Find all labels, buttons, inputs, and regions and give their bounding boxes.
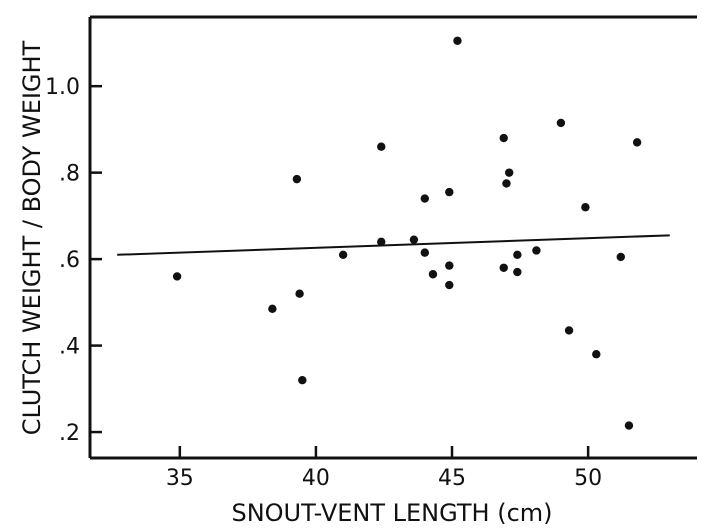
data-point <box>499 263 508 272</box>
data-point <box>268 304 277 314</box>
data-point <box>581 203 590 212</box>
data-point <box>409 235 419 244</box>
data-point <box>445 280 454 290</box>
y-axis-label: CLUTCH WEIGHT / BODY WEIGHT <box>18 40 46 435</box>
data-point <box>428 270 438 279</box>
data-point <box>624 421 634 430</box>
x-tick-label: 35 <box>166 466 194 491</box>
data-point <box>292 174 302 184</box>
data-point <box>298 375 307 385</box>
data-point <box>592 350 601 359</box>
y-tick-label: .6 <box>59 248 80 273</box>
data-point <box>377 237 386 247</box>
data-point <box>172 272 182 281</box>
data-point <box>338 250 348 259</box>
data-point <box>632 138 642 147</box>
x-tick-label: 50 <box>574 466 602 491</box>
data-point <box>445 261 454 270</box>
data-point <box>420 248 430 257</box>
y-tick-label: .8 <box>59 162 80 187</box>
data-point <box>453 36 462 45</box>
data-point <box>502 179 511 188</box>
data-point <box>532 246 541 255</box>
data-point <box>616 252 625 262</box>
y-axis-ticks: .2 .4 .6 .8 1.0 <box>45 75 102 446</box>
data-points <box>172 36 642 430</box>
data-point <box>420 194 430 203</box>
data-point <box>513 250 522 259</box>
x-axis-ticks: 35 40 45 50 <box>166 446 602 491</box>
fit-line <box>117 234 670 256</box>
data-point <box>556 118 566 128</box>
x-tick-label: 40 <box>302 466 330 491</box>
plot-frame <box>88 15 697 460</box>
data-point <box>445 187 454 197</box>
y-tick-label: .4 <box>59 335 80 360</box>
fit-line-group <box>117 234 670 256</box>
y-tick-label: .2 <box>59 421 80 446</box>
data-point <box>504 168 514 177</box>
data-point <box>295 289 304 298</box>
y-tick-label: 1.0 <box>45 75 80 100</box>
x-axis-label: SNOUT-VENT LENGTH (cm) <box>231 499 552 527</box>
data-point <box>377 142 386 151</box>
data-point <box>564 326 574 335</box>
data-point <box>499 133 508 143</box>
x-tick-label: 45 <box>438 466 466 491</box>
data-point <box>513 267 522 277</box>
